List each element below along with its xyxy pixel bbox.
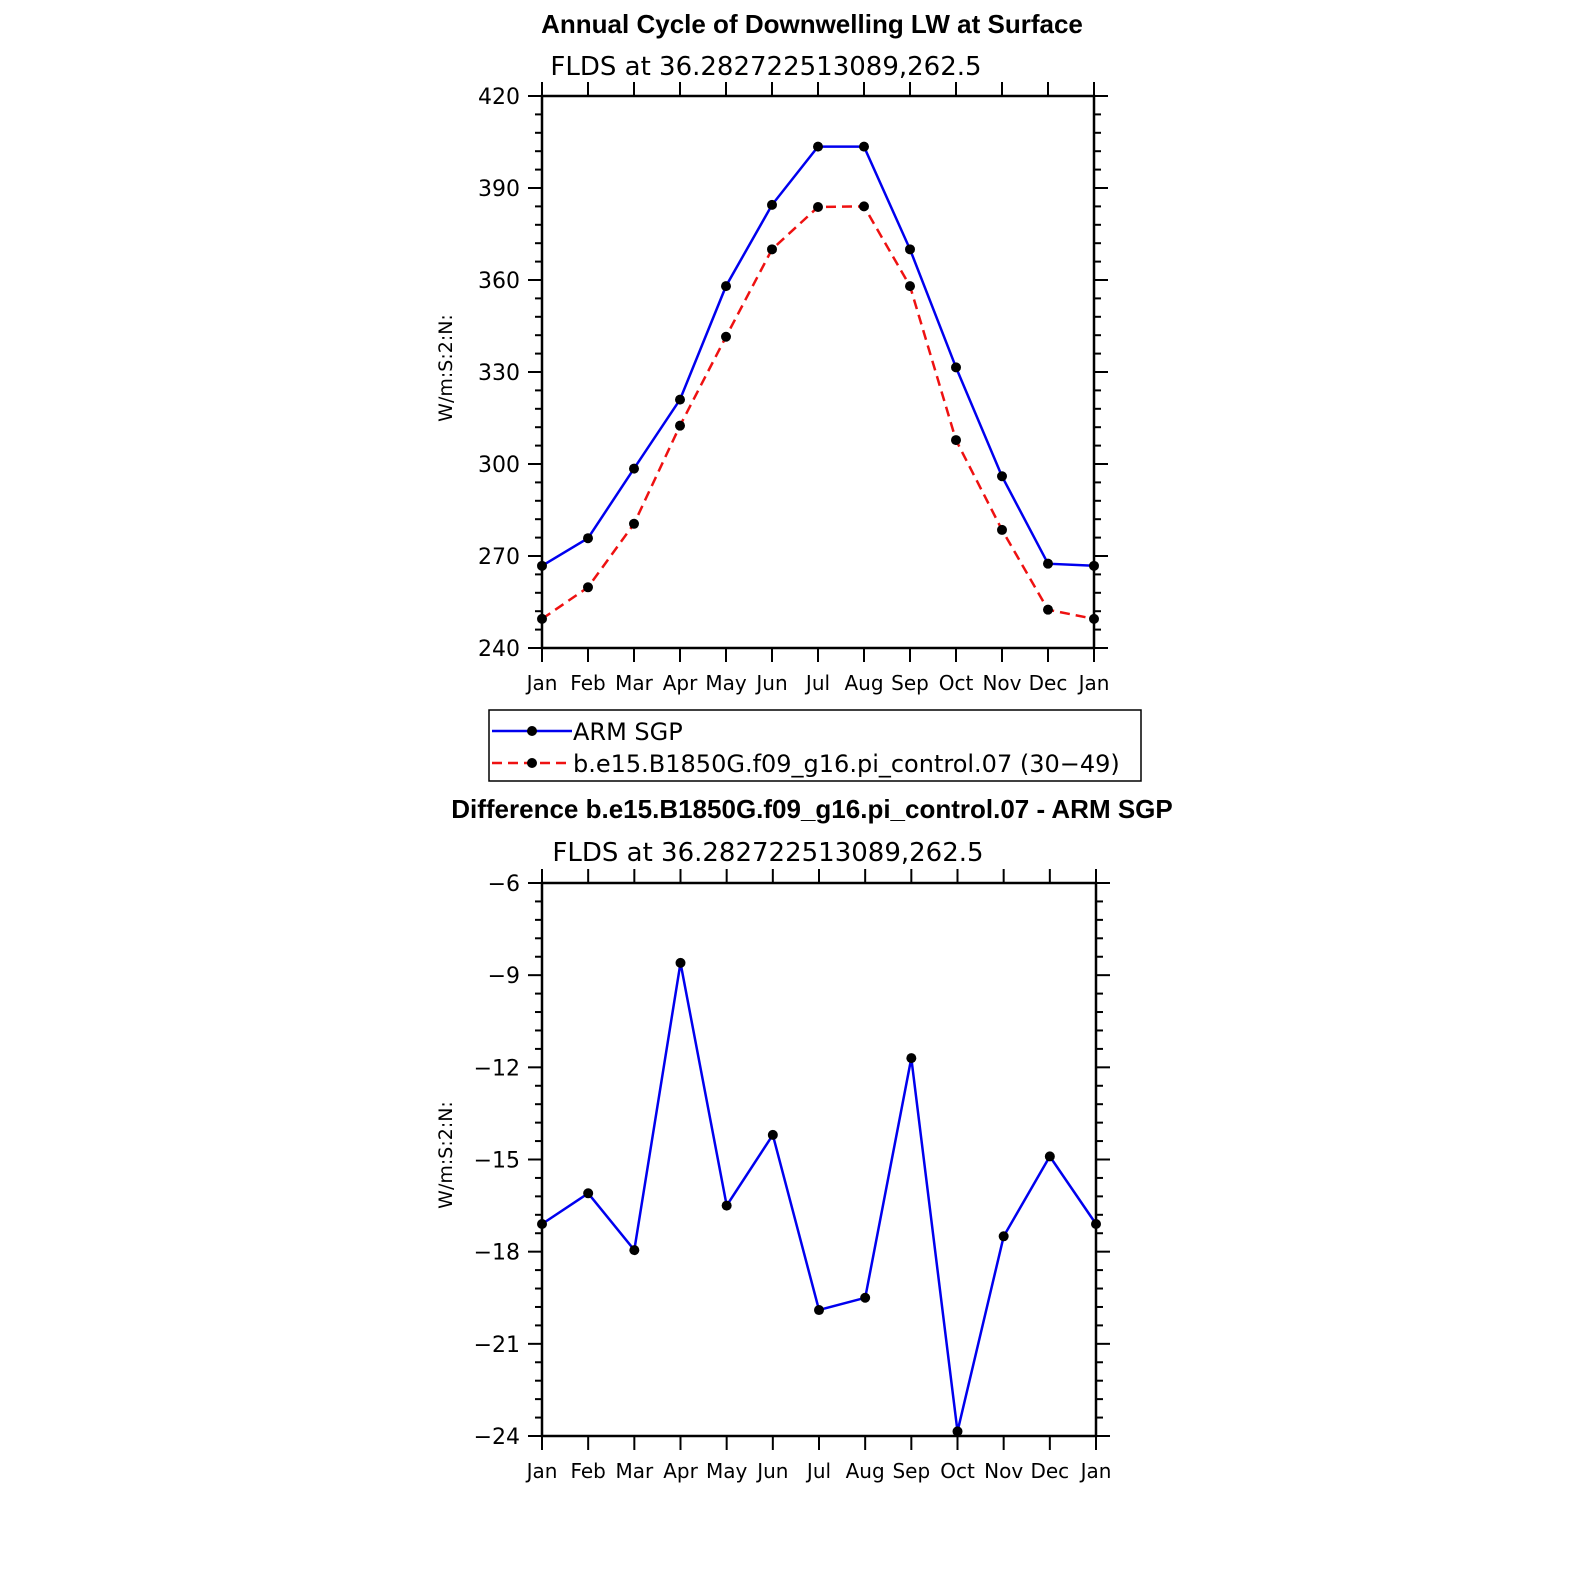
x-tick-label: Nov <box>984 1459 1023 1483</box>
legend-marker-arm-sgp <box>527 726 537 736</box>
x-tick-label: Feb <box>570 671 605 695</box>
x-tick-label: Mar <box>615 1459 654 1483</box>
data-point <box>583 533 593 544</box>
data-point <box>629 463 639 474</box>
data-point <box>1089 560 1099 571</box>
series-line-1 <box>541 205 1095 621</box>
y-tick-label: −12 <box>474 1056 520 1081</box>
chart-subtitle: FLDS at 36.282722513089,262.5 <box>550 52 981 82</box>
data-point <box>905 281 915 292</box>
data-point <box>537 560 547 571</box>
data-point <box>951 362 961 373</box>
x-tick-label: Jan <box>525 1459 558 1483</box>
legend-label-model: b.e15.B1850G.f09_g16.pi_control.07 (30−4… <box>573 750 1120 778</box>
data-point <box>997 524 1007 535</box>
y-axis-label: W/m:S:2:N: <box>435 1101 457 1209</box>
y-tick-label: 240 <box>478 637 520 662</box>
x-tick-label: May <box>706 1459 748 1483</box>
legend-box <box>488 709 1142 782</box>
data-point <box>767 244 777 255</box>
data-point <box>1043 604 1053 615</box>
data-point <box>813 141 823 152</box>
y-tick-label: −18 <box>474 1241 520 1266</box>
y-axis-label: W/m:S:2:N: <box>435 314 457 422</box>
x-tick-label: Sep <box>891 671 929 695</box>
y-tick-label: −21 <box>474 1333 520 1358</box>
x-tick-label: Jun <box>754 671 787 695</box>
data-point <box>997 471 1007 482</box>
data-point <box>1043 558 1053 569</box>
y-tick-label: −6 <box>488 872 520 897</box>
data-point <box>583 1188 594 1199</box>
data-point <box>675 957 686 968</box>
data-point <box>859 141 869 152</box>
data-point <box>905 244 915 255</box>
data-point <box>629 518 639 529</box>
x-tick-label: Mar <box>615 671 654 695</box>
y-tick-label: 330 <box>478 361 520 386</box>
x-tick-label: May <box>705 671 747 695</box>
legend: ARM SGP b.e15.B1850G.f09_g16.pi_control.… <box>488 709 1142 782</box>
x-tick-label: Dec <box>1029 671 1068 695</box>
data-point <box>860 1292 871 1303</box>
x-tick-label: Aug <box>844 671 883 695</box>
data-point <box>721 1200 732 1211</box>
difference-panel: Difference b.e15.B1850G.f09_g16.pi_contr… <box>435 794 1173 1483</box>
x-tick-label: Jan <box>525 671 558 695</box>
x-tick-label: Jul <box>804 671 830 695</box>
x-tick-label: Jan <box>1079 1459 1112 1483</box>
legend-marker-model <box>527 758 537 768</box>
x-tick-label: Oct <box>940 1459 975 1483</box>
data-point <box>629 1245 640 1256</box>
y-tick-label: 300 <box>478 453 520 478</box>
data-point <box>583 582 593 593</box>
x-tick-label: Sep <box>892 1459 930 1483</box>
series-line-0 <box>541 962 1098 1432</box>
chart-title: Annual Cycle of Downwelling LW at Surfac… <box>541 9 1083 39</box>
x-tick-label: Jan <box>1077 671 1110 695</box>
x-tick-label: Apr <box>663 1459 698 1483</box>
data-point <box>952 1426 963 1437</box>
x-tick-label: Dec <box>1030 1459 1069 1483</box>
data-point <box>814 1305 824 1316</box>
plot-frame <box>540 94 1096 650</box>
x-tick-label: Oct <box>939 671 974 695</box>
x-tick-label: Aug <box>846 1459 885 1483</box>
y-tick-label: 420 <box>478 85 520 110</box>
data-point <box>537 1219 547 1230</box>
y-tick-label: 270 <box>478 545 520 570</box>
x-tick-label: Apr <box>663 671 698 695</box>
data-point <box>998 1231 1009 1242</box>
annual-cycle-panel: Annual Cycle of Downwelling LW at Surfac… <box>435 9 1109 695</box>
data-point <box>1089 613 1099 624</box>
data-point <box>675 420 685 431</box>
y-tick-label: −15 <box>474 1149 520 1174</box>
chart-subtitle: FLDS at 36.282722513089,262.5 <box>552 838 983 868</box>
data-point <box>906 1053 917 1064</box>
plot-frame <box>540 881 1098 1438</box>
x-tick-label: Jul <box>805 1459 831 1483</box>
y-tick-label: −9 <box>488 964 520 989</box>
data-point <box>721 281 731 292</box>
data-point <box>1044 1151 1055 1162</box>
data-point <box>767 1129 778 1140</box>
data-point <box>951 435 961 446</box>
data-point <box>1091 1219 1101 1230</box>
x-tick-label: Feb <box>570 1459 605 1483</box>
y-tick-label: 360 <box>478 269 520 294</box>
data-point <box>859 201 869 212</box>
data-point <box>767 199 777 210</box>
x-tick-label: Jun <box>755 1459 788 1483</box>
data-point <box>721 331 731 342</box>
y-tick-label: 390 <box>478 177 520 202</box>
legend-label-arm-sgp: ARM SGP <box>573 718 683 746</box>
data-point <box>675 394 685 405</box>
chart-title: Difference b.e15.B1850G.f09_g16.pi_contr… <box>451 794 1173 824</box>
y-tick-label: −24 <box>474 1425 520 1450</box>
data-point <box>537 613 547 624</box>
data-point <box>813 202 823 213</box>
x-tick-label: Nov <box>982 671 1021 695</box>
